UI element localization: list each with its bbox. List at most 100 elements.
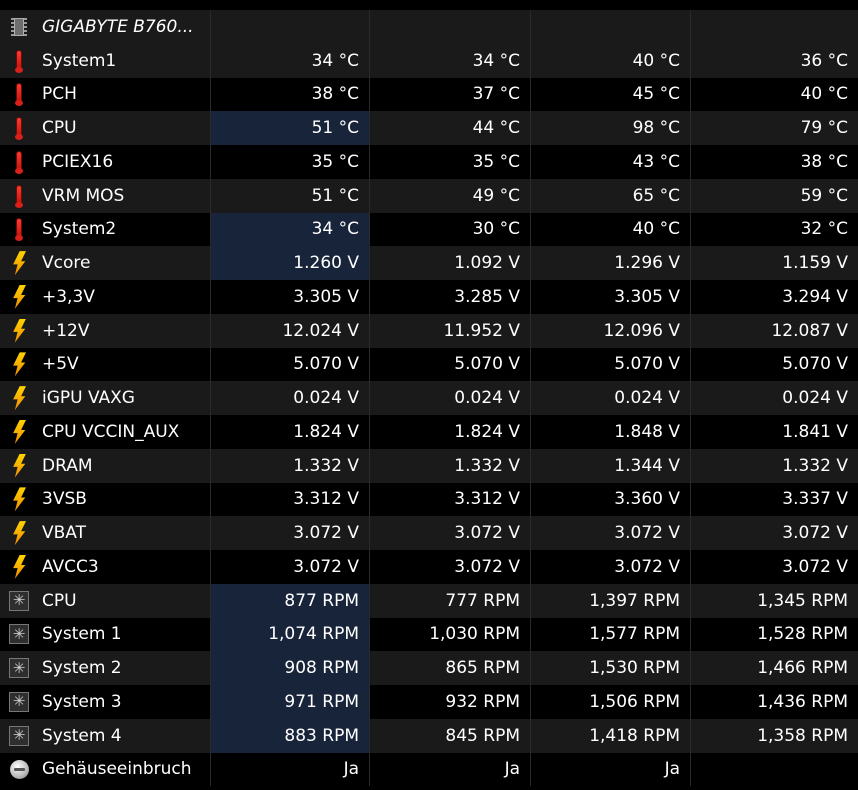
sensor-row[interactable]: ✳ System 3 971 RPM 932 RPM 1,506 RPM 1,436 RP… (0, 685, 858, 719)
current-value: 3.312 V (210, 482, 369, 517)
group-header-row[interactable]: GIGABYTE B760... (0, 10, 858, 44)
current-value: 1.332 V (210, 448, 369, 483)
average-value: 3.072 V (690, 516, 858, 550)
current-value: 38 °C (210, 77, 369, 112)
average-value (690, 752, 858, 787)
current-value: 5.070 V (210, 347, 369, 382)
icon-cell (0, 213, 38, 247)
sensor-label: System 3 (42, 691, 122, 712)
icon-cell (0, 753, 38, 787)
maximum-value: 3.305 V (530, 280, 690, 314)
sensor-row[interactable]: DRAM 1.332 V 1.332 V 1.344 V 1.332 V (0, 448, 858, 483)
average-value: 1.332 V (690, 448, 858, 483)
sensor-row[interactable]: ✳ System 2 908 RPM 865 RPM 1,530 RPM 1,466 RP… (0, 651, 858, 685)
sensor-label: System1 (42, 50, 117, 71)
maximum-value: 45 °C (530, 77, 690, 112)
icon-cell: ✳ (0, 618, 38, 652)
minimum-value: 845 RPM (369, 718, 530, 753)
sensor-row[interactable]: System1 34 °C 34 °C 40 °C 36 °C (0, 43, 858, 78)
icon-cell: ✳ (0, 584, 38, 618)
sensor-row[interactable]: iGPU VAXG 0.024 V 0.024 V 0.024 V 0.024 V (0, 381, 858, 415)
icon-cell (0, 280, 38, 314)
current-value: 35 °C (210, 145, 369, 179)
maximum-value: 3.072 V (530, 516, 690, 550)
maximum-value: 40 °C (530, 43, 690, 78)
sensor-row[interactable]: 3VSB 3.312 V 3.312 V 3.360 V 3.337 V (0, 482, 858, 517)
icon-cell (0, 179, 38, 213)
maximum-value: 3.360 V (530, 482, 690, 517)
sensor-label: iGPU VAXG (42, 388, 135, 409)
minimum-value: Ja (369, 752, 530, 787)
sensor-row[interactable]: Vcore 1.260 V 1.092 V 1.296 V 1.159 V (0, 246, 858, 280)
thermometer-icon (15, 185, 23, 208)
minimum-value: 11.952 V (369, 313, 530, 348)
average-value: 36 °C (690, 43, 858, 78)
sensor-label: +3,3V (42, 286, 95, 307)
current-value: 51 °C (210, 178, 369, 213)
chip-icon (11, 17, 27, 36)
sensor-label: System 1 (42, 624, 122, 645)
sensor-row[interactable]: System2 34 °C 30 °C 40 °C 32 °C (0, 212, 858, 247)
minimum-value: 5.070 V (369, 347, 530, 382)
current-value: 1,074 RPM (210, 617, 369, 652)
current-value: 51 °C (210, 111, 369, 145)
voltage-icon (13, 554, 26, 579)
sensor-label: 3VSB (42, 489, 87, 510)
sensor-row[interactable]: ✳ System 1 1,074 RPM 1,030 RPM 1,577 RPM 1,52… (0, 617, 858, 652)
minimum-value: 44 °C (369, 111, 530, 145)
sensor-label: AVCC3 (42, 556, 99, 577)
sensor-row[interactable]: CPU 51 °C 44 °C 98 °C 79 °C (0, 111, 858, 145)
sensor-label: CPU (42, 590, 77, 611)
average-value: 1.159 V (690, 246, 858, 280)
minimum-value: 3.312 V (369, 482, 530, 517)
sensor-label: +12V (42, 320, 90, 341)
voltage-icon (13, 352, 26, 377)
icon-cell (0, 415, 38, 449)
average-value: 38 °C (690, 145, 858, 179)
thermometer-icon (15, 84, 23, 107)
minimum-value: 865 RPM (369, 651, 530, 685)
sensor-label: CPU (42, 118, 77, 139)
sensor-row[interactable]: ✳ CPU 877 RPM 777 RPM 1,397 RPM 1,345 RPM (0, 583, 858, 618)
sensor-row[interactable]: CPU VCCIN_AUX 1.824 V 1.824 V 1.848 V 1.841 … (0, 415, 858, 449)
voltage-icon (13, 453, 26, 478)
average-value: 1,466 RPM (690, 651, 858, 685)
current-value: 1.824 V (210, 415, 369, 449)
maximum-value: 1.344 V (530, 448, 690, 483)
minimum-value: 1.332 V (369, 448, 530, 483)
minimum-value: 49 °C (369, 178, 530, 213)
sensor-row[interactable]: +5V 5.070 V 5.070 V 5.070 V 5.070 V (0, 347, 858, 382)
header-cell (369, 10, 530, 44)
current-value: 971 RPM (210, 685, 369, 719)
maximum-value: 3.072 V (530, 550, 690, 584)
minimum-value: 0.024 V (369, 381, 530, 415)
sensor-row[interactable]: VBAT 3.072 V 3.072 V 3.072 V 3.072 V (0, 516, 858, 550)
sensor-row[interactable]: PCIEX16 35 °C 35 °C 43 °C 38 °C (0, 145, 858, 179)
sensor-row[interactable]: +3,3V 3.305 V 3.285 V 3.305 V 3.294 V (0, 280, 858, 314)
voltage-icon (13, 521, 26, 546)
maximum-value: 1,530 RPM (530, 651, 690, 685)
sensor-row[interactable]: PCH 38 °C 37 °C 45 °C 40 °C (0, 77, 858, 112)
fan-icon: ✳ (9, 725, 29, 746)
sensor-row[interactable]: VRM MOS 51 °C 49 °C 65 °C 59 °C (0, 178, 858, 213)
voltage-icon (13, 251, 26, 276)
current-value: 3.072 V (210, 550, 369, 584)
sensor-row[interactable]: Gehäuseeinbruch Ja Ja Ja (0, 752, 858, 787)
icon-cell (0, 483, 38, 517)
icon-cell (0, 78, 38, 112)
current-value: 3.072 V (210, 516, 369, 550)
icon-cell (0, 246, 38, 280)
sensor-rows: System1 34 °C 34 °C 40 °C 36 °C PCH 38 °C 37 °C… (0, 43, 858, 787)
sensor-row[interactable]: AVCC3 3.072 V 3.072 V 3.072 V 3.072 V (0, 550, 858, 584)
sensor-row[interactable]: +12V 12.024 V 11.952 V 12.096 V 12.087 V (0, 313, 858, 348)
fan-icon: ✳ (9, 624, 29, 645)
average-value: 3.337 V (690, 482, 858, 517)
icon-cell (0, 111, 38, 145)
sensor-row[interactable]: ✳ System 4 883 RPM 845 RPM 1,418 RPM 1,358 RP… (0, 718, 858, 753)
maximum-value: 1,397 RPM (530, 583, 690, 618)
average-value: 40 °C (690, 77, 858, 112)
average-value: 59 °C (690, 178, 858, 213)
fan-icon: ✳ (9, 658, 29, 679)
maximum-value: 43 °C (530, 145, 690, 179)
maximum-value: 1,418 RPM (530, 718, 690, 753)
